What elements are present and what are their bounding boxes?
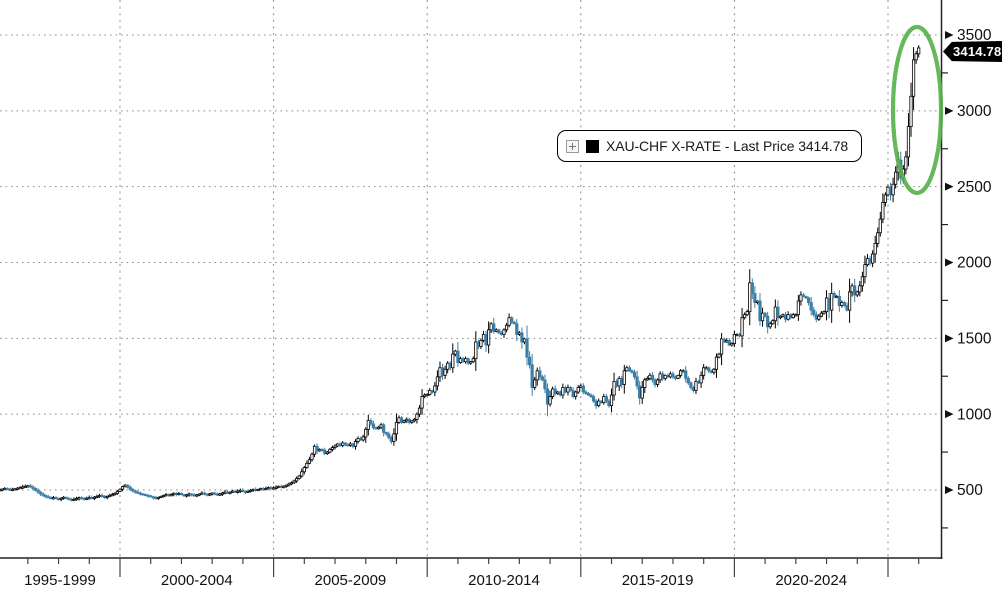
legend[interactable]: XAU-CHF X-RATE - Last Price 3414.78 [557, 130, 863, 162]
gridlines [0, 0, 941, 558]
y-axis-label: 3000 [957, 103, 992, 120]
x-span-label: 2000-2004 [161, 572, 233, 589]
y-tick-arrow-icon [945, 410, 954, 419]
y-tick-arrow-icon [945, 31, 954, 39]
legend-swatch [586, 139, 599, 153]
y-tick-arrow-icon [945, 486, 954, 495]
x-span-label: 2020-2024 [775, 572, 847, 589]
x-span-label: 1995-1999 [24, 572, 96, 589]
last-price-tag: 3414.78 [943, 41, 1002, 62]
y-axis-label: 2500 [957, 179, 992, 196]
y-tick-arrow-icon [945, 258, 954, 267]
y-axis-label: 500 [957, 482, 983, 499]
last-price-value: 3414.78 [953, 44, 1002, 59]
y-tick-arrow-icon [945, 334, 954, 343]
x-span-label: 2010-2014 [468, 572, 540, 589]
x-span-label: 2015-2019 [622, 572, 694, 589]
y-axis-label: 1000 [957, 406, 992, 423]
y-tick-arrow-icon [945, 182, 954, 191]
x-span-label: 2005-2009 [315, 572, 387, 589]
legend-label: XAU-CHF X-RATE - Last Price 3414.78 [606, 138, 849, 154]
plus-box-icon[interactable] [566, 139, 579, 153]
y-axis-label: 1500 [957, 331, 992, 348]
y-axis-label: 2000 [957, 255, 992, 272]
price-series [0, 45, 921, 502]
y-axis-label: 3500 [957, 27, 992, 44]
y-tick-arrow-icon [945, 106, 954, 115]
highlight-ellipse-annotation [890, 24, 944, 196]
